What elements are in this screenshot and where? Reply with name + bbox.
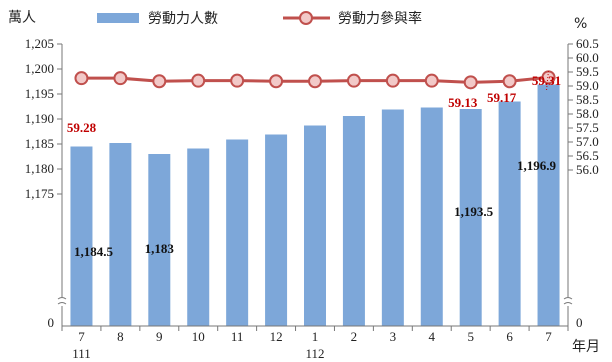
- x-tick-label: 10: [192, 329, 205, 344]
- legend-line-marker: [299, 11, 313, 25]
- x-tick-label: 9: [156, 329, 163, 344]
- rate-point-5: [230, 73, 245, 88]
- rate-point-8: [346, 73, 361, 88]
- left-zero-label: 0: [48, 315, 55, 330]
- bar-data-label: 1,193.5: [454, 204, 494, 219]
- year-label: 112: [305, 346, 324, 361]
- right-tick-label: 56.0: [576, 162, 599, 177]
- x-tick-label: 7: [78, 329, 85, 344]
- rate-point-11: [463, 75, 478, 90]
- line-data-label: 59.17: [487, 90, 517, 105]
- x-tick-label: 6: [506, 329, 513, 344]
- line-data-label: 59.28: [67, 120, 97, 135]
- leader-line: [546, 70, 550, 91]
- rate-point-4: [191, 73, 206, 88]
- right-tick-label: 58.5: [576, 92, 599, 107]
- line-data-label: 59.31: [532, 73, 561, 88]
- x-tick-label: 11: [231, 329, 244, 344]
- bar-7: [304, 125, 326, 326]
- x-axis-unit: 年月: [572, 339, 600, 355]
- x-tick-label: 7: [545, 329, 552, 344]
- bar-3: [148, 154, 171, 326]
- bar-4: [187, 148, 210, 326]
- line-data-label: 59.13: [448, 95, 478, 110]
- right-axis-unit: %: [574, 16, 587, 32]
- bar-data-label: 1,183: [145, 241, 175, 256]
- right-tick-label: 59.0: [576, 78, 599, 93]
- bar-6: [265, 134, 288, 326]
- right-axis-break-gap: [563, 297, 573, 306]
- left-tick-label: 1,205: [25, 36, 54, 51]
- left-axis-unit: 萬人: [8, 10, 36, 26]
- right-tick-label: 57.0: [576, 134, 599, 149]
- left-axis-break: [57, 297, 67, 305]
- rate-point-9: [385, 73, 400, 88]
- bar-12: [498, 101, 521, 326]
- bar-9: [381, 109, 404, 326]
- right-tick-label: 59.5: [576, 64, 599, 79]
- bar-10: [420, 107, 443, 326]
- left-tick-label: 1,200: [25, 61, 54, 76]
- right-tick-label: 60.0: [576, 50, 599, 65]
- rate-point-6: [269, 74, 284, 89]
- bar-1: [70, 146, 93, 326]
- bar-11: [459, 109, 482, 326]
- legend-bar-label: 勞動力人數: [148, 11, 218, 27]
- rate-point-2: [113, 71, 128, 86]
- legend-bar-swatch: [97, 13, 139, 23]
- bar-5: [226, 139, 249, 326]
- left-tick-label: 1,185: [25, 136, 54, 151]
- bar-data-label: 1,184.5: [74, 244, 114, 259]
- x-tick-label: 12: [270, 329, 283, 344]
- left-tick-label: 1,195: [25, 86, 54, 101]
- rate-point-3: [152, 74, 167, 89]
- x-tick-label: 4: [429, 329, 436, 344]
- right-tick-label: 58.0: [576, 106, 599, 121]
- x-tick-label: 3: [390, 329, 397, 344]
- rate-point-12: [502, 74, 517, 89]
- left-axis-break-gap: [57, 297, 67, 306]
- bar-8: [342, 116, 365, 326]
- rate-point-1: [74, 71, 89, 86]
- right-zero-label: 0: [576, 315, 583, 330]
- left-tick-label: 1,175: [25, 186, 54, 201]
- rate-point-7: [308, 74, 322, 89]
- year-label: 111: [72, 346, 91, 361]
- right-tick-label: 56.5: [576, 148, 599, 163]
- x-tick-label: 8: [117, 329, 124, 344]
- legend-line-label: 勞動力參與率: [338, 10, 422, 27]
- left-tick-label: 1,180: [25, 161, 54, 176]
- right-tick-label: 60.5: [576, 36, 599, 51]
- bar-2: [109, 143, 132, 326]
- x-tick-label: 2: [351, 329, 358, 344]
- right-axis-break: [563, 297, 573, 305]
- bar-data-label: 1,196.9: [517, 158, 557, 173]
- rate-point-10: [424, 73, 439, 88]
- x-tick-label: 1: [312, 329, 319, 344]
- right-tick-label: 57.5: [576, 120, 599, 135]
- bar-13: [537, 84, 560, 326]
- left-tick-label: 1,190: [25, 111, 54, 126]
- x-tick-label: 5: [467, 329, 474, 344]
